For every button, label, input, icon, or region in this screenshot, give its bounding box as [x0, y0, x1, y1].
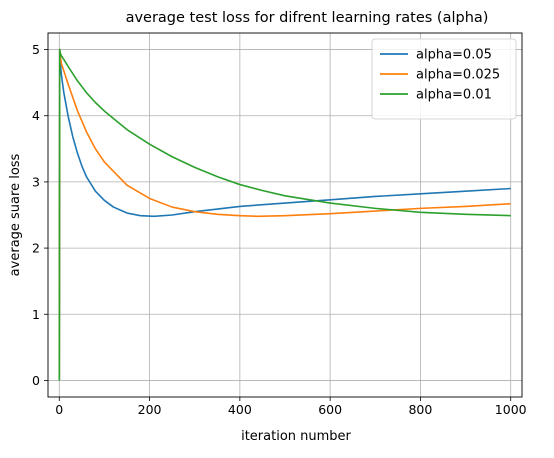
series-line-3 [58, 48, 511, 381]
x-tick-label: 200 [138, 402, 162, 417]
x-axis-label: iteration number [241, 429, 351, 444]
x-tick-label: 1000 [495, 402, 527, 417]
series-line-1 [58, 48, 511, 381]
y-tick-label: 4 [32, 108, 40, 123]
legend: alpha=0.05 alpha=0.025 alpha=0.01 [371, 38, 517, 120]
y-tick-label: 2 [32, 241, 40, 256]
series-layer [58, 48, 511, 381]
x-tick-label: 800 [408, 402, 432, 417]
y-tick-label: 3 [32, 174, 40, 189]
y-tick-label: 5 [32, 42, 40, 57]
x-tick-label: 600 [318, 402, 342, 417]
chart-title: average test loss for difrent learning r… [126, 10, 489, 26]
ticks-layer: 0 200 400 600 800 1000 0 1 2 3 4 5 [32, 42, 527, 417]
y-tick-label: 0 [32, 373, 40, 388]
legend-label: alpha=0.025 [416, 68, 500, 83]
y-tick-label: 1 [32, 307, 40, 322]
x-tick-label: 0 [55, 402, 63, 417]
legend-box [371, 38, 517, 120]
series-line-2 [58, 48, 511, 381]
y-axis-label: average suare loss [8, 153, 23, 276]
x-tick-label: 400 [228, 402, 252, 417]
plot-frame [47, 32, 523, 398]
legend-label: alpha=0.01 [416, 88, 492, 103]
legend-label: alpha=0.05 [416, 48, 492, 63]
